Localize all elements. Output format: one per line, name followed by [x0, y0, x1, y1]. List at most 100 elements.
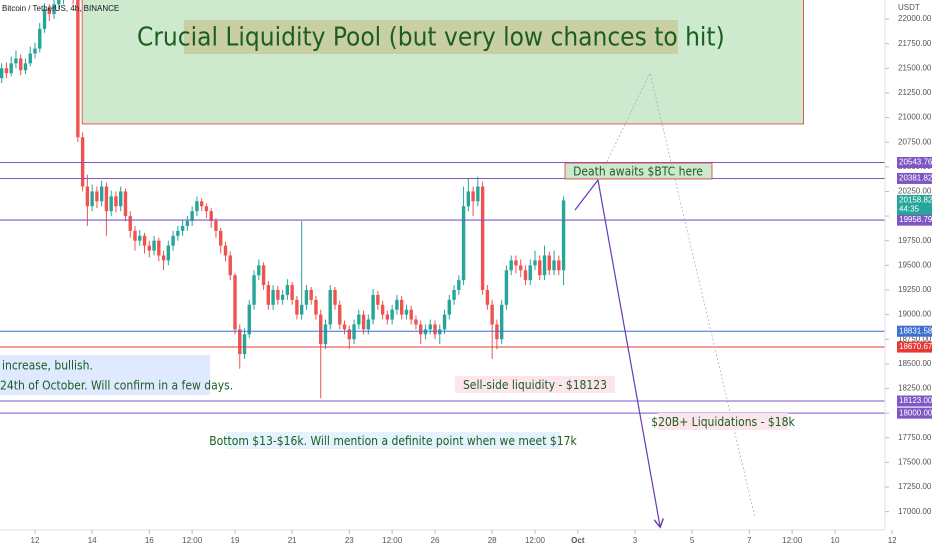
- price-unit: USDT: [898, 3, 920, 12]
- note-bg: [564, 162, 713, 180]
- candle-body: [461, 206, 466, 281]
- level-tag: [897, 325, 932, 337]
- level-tag: [897, 214, 932, 226]
- candle-body: [452, 289, 456, 300]
- level-tag-label: 18000.00: [899, 408, 932, 417]
- x-tick-label: 12: [31, 536, 40, 545]
- candle-body: [371, 294, 375, 320]
- candle-body: [276, 289, 280, 300]
- x-tick-label: 21: [288, 536, 297, 545]
- candle-body: [138, 235, 142, 241]
- candle-body: [33, 48, 37, 54]
- candle-body: [299, 304, 304, 315]
- candle-body: [309, 289, 313, 300]
- x-tick-label: 7: [747, 536, 752, 545]
- candle-body: [123, 191, 128, 217]
- y-tick-label: 20750.00: [898, 137, 932, 146]
- candle-body: [147, 245, 151, 251]
- candle-body: [519, 265, 523, 271]
- y-tick-label: 22000.00: [898, 14, 932, 23]
- candle-body: [438, 329, 442, 335]
- candle-body: [557, 260, 561, 271]
- candle-body: [352, 324, 356, 340]
- candle-body: [333, 289, 337, 305]
- level-tag-label: 20381.82: [899, 174, 932, 183]
- candle-body: [514, 260, 518, 266]
- x-tick-label: 3: [633, 536, 638, 545]
- candle-body: [338, 304, 342, 325]
- candle-body: [52, 4, 56, 15]
- candle-body: [414, 319, 418, 325]
- zone-label: Crucial Liquidity Pool (but very low cha…: [137, 23, 725, 53]
- candle-body: [385, 314, 390, 320]
- candle-body: [109, 196, 113, 212]
- candle-body: [261, 265, 266, 286]
- candle-body: [42, 9, 47, 29]
- x-tick-label: 19: [231, 536, 240, 545]
- y-tick-label: 19500.00: [898, 260, 932, 269]
- y-tick-label: 18750.00: [898, 334, 932, 343]
- level-tag: [897, 172, 932, 184]
- candle-body: [547, 255, 551, 271]
- candle-body: [395, 299, 399, 310]
- candle-body: [419, 324, 423, 335]
- candle-body: [290, 285, 294, 300]
- y-tick-label: 19000.00: [898, 310, 932, 319]
- candle-body: [457, 280, 461, 290]
- note: Death awaits $BTC here: [573, 165, 703, 179]
- x-tick-label: 14: [88, 536, 97, 545]
- candle-body: [14, 58, 18, 64]
- candle-body: [47, 9, 51, 15]
- x-tick-label: 12:00: [782, 536, 803, 545]
- candle-body: [38, 28, 42, 49]
- candle-body: [4, 68, 9, 74]
- candle-body: [90, 191, 94, 207]
- candle-body: [542, 255, 547, 276]
- note-bg: [0, 355, 210, 375]
- x-tick-label: 16: [145, 536, 154, 545]
- candle-body: [342, 324, 347, 330]
- level-tag-label: 18670.67: [899, 342, 932, 351]
- candle-body: [509, 260, 513, 271]
- level-tag-label: 20543.76: [899, 158, 932, 167]
- candle-body: [495, 324, 499, 340]
- x-tick-label: 28: [488, 536, 497, 545]
- candle-body: [523, 270, 528, 281]
- y-tick-label: 21500.00: [898, 63, 932, 72]
- candle-body: [80, 137, 85, 187]
- candle-body: [223, 245, 228, 256]
- candle-body: [499, 304, 504, 340]
- candle-body: [176, 230, 180, 236]
- candle-body: [380, 304, 385, 315]
- candle-body: [195, 201, 199, 212]
- note: $20B+ Liquidations - $18k: [651, 415, 795, 429]
- y-tick-label: 20250.00: [898, 187, 932, 196]
- level-tag-label: 18831.58: [899, 326, 932, 335]
- candle-body: [366, 319, 371, 330]
- candle-body: [166, 245, 171, 261]
- candle-body: [466, 191, 471, 207]
- countdown: 44:35: [899, 205, 920, 214]
- y-tick-label: 21750.00: [898, 39, 932, 48]
- y-tick-label: 18500.00: [898, 359, 932, 368]
- candle-body: [133, 230, 137, 241]
- candle-body: [390, 309, 394, 320]
- note-bg: [0, 375, 210, 395]
- candle-body: [552, 260, 556, 271]
- candle-body: [199, 201, 204, 207]
- symbol-title: Bitcoin / TetherUS, 4h, BINANCE: [2, 4, 119, 13]
- level-tag: [897, 407, 932, 419]
- x-tick-label: 5: [690, 536, 695, 545]
- note: 24th of October. Will confirm in a few d…: [0, 379, 233, 393]
- candle-body: [319, 314, 323, 345]
- candle-body: [328, 289, 332, 325]
- note: Bottom $13-$16k. Will mention a definite…: [209, 434, 577, 448]
- y-tick-label: 21250.00: [898, 88, 932, 97]
- candle-body: [257, 265, 261, 276]
- candle-body: [171, 235, 175, 246]
- candle-body: [304, 289, 309, 305]
- candle-body: [190, 211, 194, 222]
- candle-body: [157, 240, 161, 256]
- candle-body: [114, 196, 118, 207]
